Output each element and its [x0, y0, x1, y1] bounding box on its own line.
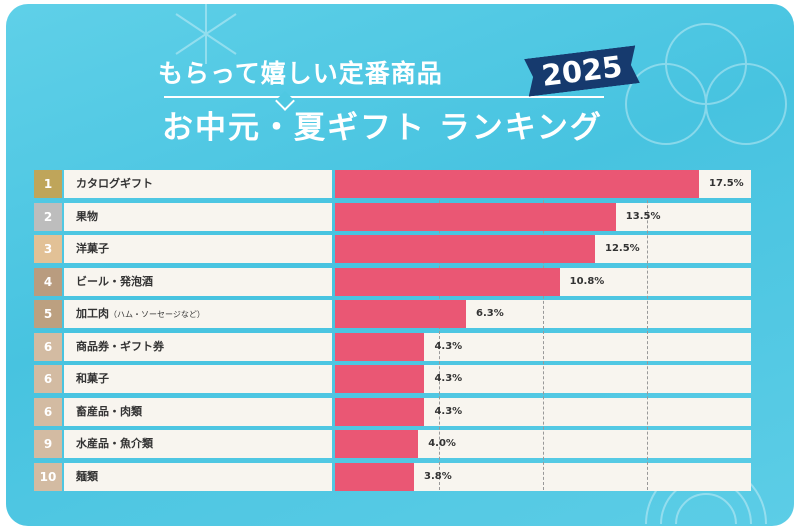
category-name: 和菓子	[76, 372, 109, 385]
category-name: 加工肉	[76, 307, 109, 320]
divider	[164, 96, 604, 98]
gridline	[647, 170, 648, 490]
category-label: ビール・発泡酒	[64, 267, 332, 296]
category-label: 麺類	[64, 462, 332, 491]
rank-badge: 9	[34, 430, 62, 458]
gridline	[439, 170, 440, 490]
background-pattern	[175, 4, 787, 525]
category-label: 和菓子	[64, 365, 332, 393]
category-label: 加工肉（ハム・ソーセージなど）	[64, 300, 332, 328]
rank-badge: 4	[34, 267, 62, 296]
category-name: カタログギフト	[76, 177, 153, 190]
category-name: 畜産品・肉類	[76, 404, 142, 418]
bar	[335, 170, 699, 198]
category-label: 洋菓子	[64, 235, 332, 263]
value-label: 4.3%	[434, 373, 463, 384]
value-label: 10.8%	[569, 275, 605, 287]
value-label: 4.0%	[428, 438, 456, 449]
bar	[335, 365, 425, 393]
bar	[335, 462, 415, 491]
bar-track: 17.5%	[335, 170, 751, 198]
bar	[335, 332, 425, 361]
rank-badge: 6	[34, 365, 62, 393]
rank-badge: 6	[34, 397, 62, 426]
category-note: （ハム・ソーセージなど）	[109, 310, 205, 319]
value-label: 13.5%	[625, 210, 661, 222]
bar	[335, 430, 419, 458]
category-name: 洋菓子	[76, 242, 109, 255]
value-label: 17.5%	[709, 178, 744, 189]
category-label: 水産品・魚介類	[64, 430, 332, 458]
rank-badge: 10	[34, 462, 62, 491]
category-label: 畜産品・肉類	[64, 397, 332, 426]
value-label: 4.3%	[434, 340, 463, 352]
rank-badge: 2	[34, 202, 62, 231]
bar	[335, 300, 467, 328]
bar-track: 13.5%	[335, 202, 751, 231]
category-name: 水産品・魚介類	[76, 437, 153, 450]
bar	[335, 235, 595, 263]
category-label: 商品券・ギフト券	[64, 332, 332, 361]
rank-badge: 1	[34, 170, 62, 198]
bar	[335, 202, 616, 231]
subtitle: もらって嬉しい定番商品	[158, 59, 443, 88]
value-label: 4.3%	[434, 405, 463, 417]
category-name: 麺類	[76, 469, 98, 483]
category-label: カタログギフト	[64, 170, 332, 198]
bar	[335, 397, 425, 426]
rank-badge: 5	[34, 300, 62, 328]
category-name: 商品券・ギフト券	[76, 339, 164, 353]
page-title: お中元・夏ギフト ランキング	[162, 110, 603, 146]
bar-track: 12.5%	[335, 235, 751, 263]
rank-badge: 6	[34, 332, 62, 361]
category-name: 果物	[76, 209, 98, 223]
value-label: 3.8%	[424, 470, 452, 482]
category-label: 果物	[64, 202, 332, 231]
rank-badge: 3	[34, 235, 62, 263]
bar-track: 10.8%	[335, 267, 751, 296]
value-label: 6.3%	[476, 308, 504, 319]
category-name: ビール・発泡酒	[76, 274, 153, 288]
gridline	[543, 170, 544, 490]
value-label: 12.5%	[605, 243, 640, 254]
bar	[335, 267, 560, 296]
